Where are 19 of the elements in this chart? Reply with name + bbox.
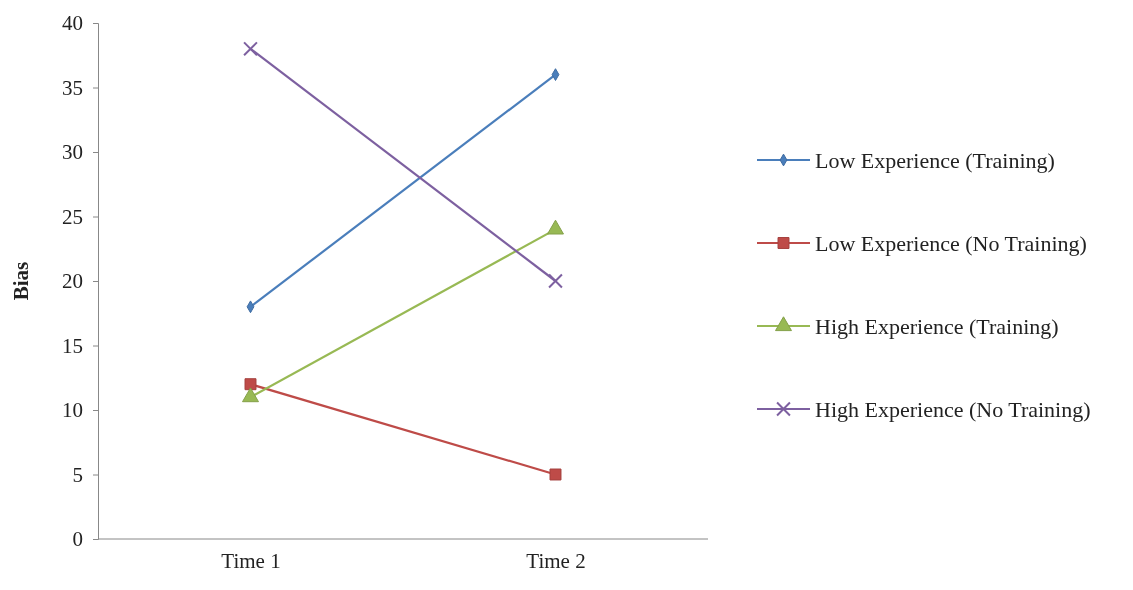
legend-label: Low Experience (No Training) xyxy=(815,230,1087,256)
legend-label: Low Experience (Training) xyxy=(815,147,1055,173)
y-tick-label: 10 xyxy=(62,398,83,423)
y-tick-label: 35 xyxy=(62,75,83,100)
y-tick-label: 0 xyxy=(72,527,83,552)
y-tick-label: 5 xyxy=(72,462,83,487)
y-tick-label: 30 xyxy=(62,140,83,165)
legend-label: High Experience (No Training) xyxy=(815,396,1091,422)
y-tick-label: 15 xyxy=(62,333,83,358)
y-axis-title: Bias xyxy=(9,261,33,301)
y-tick-label: 40 xyxy=(62,11,83,36)
x-tick-label: Time 1 xyxy=(221,548,281,573)
point xyxy=(548,273,563,289)
x-tick-label: Time 2 xyxy=(526,548,586,573)
point xyxy=(549,468,562,481)
legend-label: High Experience (Training) xyxy=(815,313,1059,339)
point xyxy=(243,41,258,57)
y-tick-label: 20 xyxy=(62,269,83,294)
y-tick-label: 25 xyxy=(62,204,83,229)
